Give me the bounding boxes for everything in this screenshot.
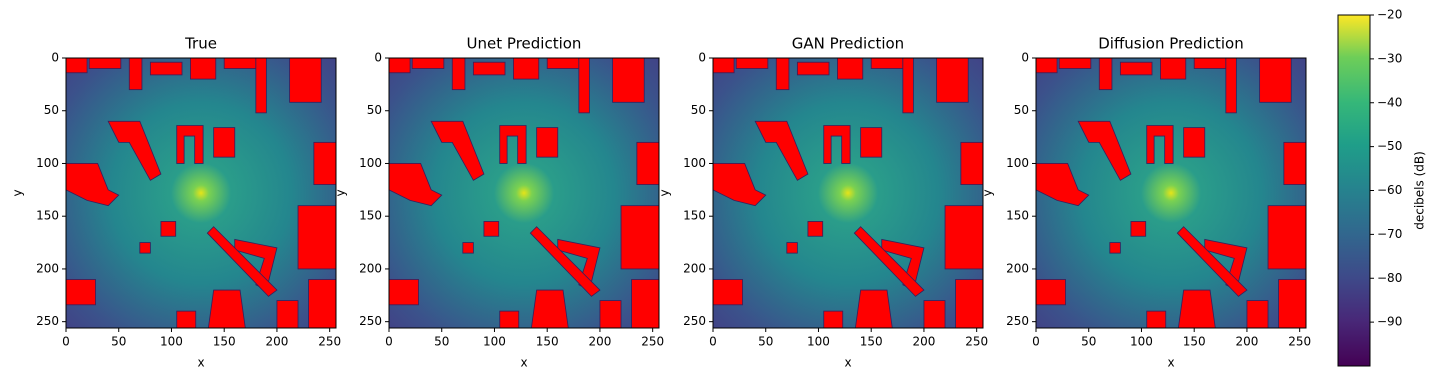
x-tick-label: 50 [1081, 335, 1096, 349]
y-tick-label: 100 [359, 156, 382, 170]
x-axis-label: x [1167, 356, 1174, 370]
y-tick-label: 200 [683, 261, 706, 275]
x-tick-label: 250 [641, 335, 664, 349]
panel-title: Diffusion Prediction [1098, 35, 1244, 53]
axes-frame [712, 57, 984, 329]
y-axis-label: y [11, 189, 25, 196]
x-tick-label: 0 [1032, 335, 1040, 349]
x-tick-label: 150 [1183, 335, 1206, 349]
colorbar-tick-label: −60 [1377, 183, 1402, 197]
x-axis-label: x [520, 356, 527, 370]
panel-title: Unet Prediction [467, 35, 582, 53]
x-tick-label: 0 [709, 335, 717, 349]
y-axis-label: y [981, 189, 995, 196]
x-tick-label: 150 [536, 335, 559, 349]
colorbar-tick-label: −40 [1377, 95, 1402, 109]
x-tick-label: 100 [1130, 335, 1153, 349]
x-tick-label: 200 [912, 335, 935, 349]
y-tick-label: 50 [691, 103, 706, 117]
y-tick-label: 250 [1006, 314, 1029, 328]
y-tick-label: 150 [683, 209, 706, 223]
x-tick-label: 100 [160, 335, 183, 349]
y-tick-label: 100 [1006, 156, 1029, 170]
panel-title: GAN Prediction [792, 35, 904, 53]
y-tick-label: 50 [367, 103, 382, 117]
x-tick-label: 0 [62, 335, 70, 349]
y-tick-label: 0 [374, 51, 382, 65]
colorbar-tick-label: −30 [1377, 51, 1402, 65]
x-tick-label: 150 [213, 335, 236, 349]
y-tick-label: 50 [44, 103, 59, 117]
axes-frame [65, 57, 337, 329]
y-tick-label: 150 [359, 209, 382, 223]
y-tick-label: 50 [1014, 103, 1029, 117]
heatmap [65, 57, 337, 329]
x-tick-label: 250 [965, 335, 988, 349]
heatmap [388, 57, 660, 329]
y-tick-label: 200 [359, 261, 382, 275]
colorbar-tick-label: −20 [1377, 8, 1402, 22]
y-tick-label: 150 [1006, 209, 1029, 223]
y-tick-label: 250 [683, 314, 706, 328]
colorbar-tick-label: −90 [1377, 315, 1402, 329]
y-tick-label: 0 [51, 51, 59, 65]
colorbar-label: decibels (dB) [1413, 151, 1427, 230]
colorbar [1337, 14, 1371, 367]
x-tick-label: 200 [265, 335, 288, 349]
y-axis-label: y [658, 189, 672, 196]
heatmap [712, 57, 984, 329]
colorbar-tick-label: −70 [1377, 227, 1402, 241]
x-tick-label: 100 [483, 335, 506, 349]
axes-frame [388, 57, 660, 329]
y-tick-label: 100 [683, 156, 706, 170]
y-tick-label: 0 [698, 51, 706, 65]
y-tick-label: 250 [359, 314, 382, 328]
x-tick-label: 100 [807, 335, 830, 349]
colorbar-tick-label: −80 [1377, 271, 1402, 285]
colorbar-tick-label: −50 [1377, 139, 1402, 153]
y-tick-label: 200 [1006, 261, 1029, 275]
x-tick-label: 200 [1235, 335, 1258, 349]
heatmap [1035, 57, 1307, 329]
x-tick-label: 250 [1288, 335, 1311, 349]
y-tick-label: 0 [1021, 51, 1029, 65]
x-tick-label: 200 [588, 335, 611, 349]
x-tick-label: 50 [111, 335, 126, 349]
panel-title: True [184, 35, 217, 53]
x-tick-label: 150 [860, 335, 883, 349]
x-tick-label: 50 [758, 335, 773, 349]
y-axis-label: y [334, 189, 348, 196]
x-tick-label: 250 [318, 335, 341, 349]
x-tick-label: 50 [434, 335, 449, 349]
y-tick-label: 200 [36, 261, 59, 275]
x-axis-label: x [844, 356, 851, 370]
x-axis-label: x [197, 356, 204, 370]
x-tick-label: 0 [385, 335, 393, 349]
y-tick-label: 150 [36, 209, 59, 223]
axes-frame [1035, 57, 1307, 329]
y-tick-label: 100 [36, 156, 59, 170]
y-tick-label: 250 [36, 314, 59, 328]
